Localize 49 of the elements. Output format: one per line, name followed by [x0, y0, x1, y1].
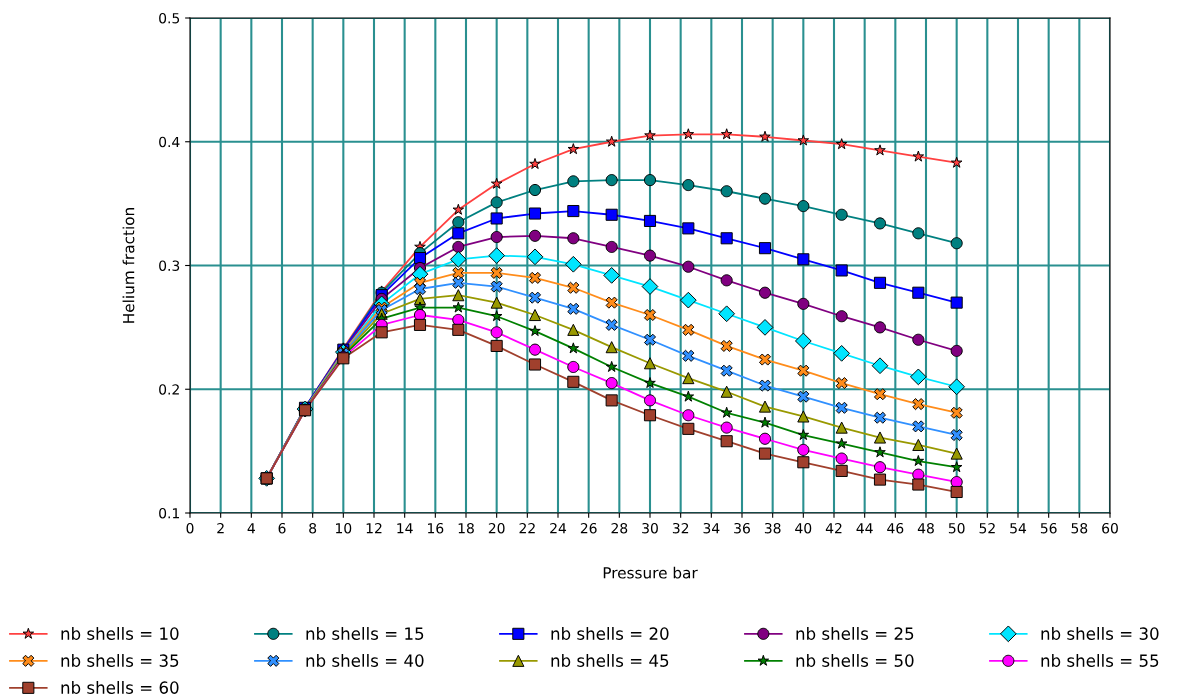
y-axis-title: Helium fraction [122, 208, 135, 323]
legend-label: nb shells = 55 [1041, 654, 1159, 667]
x-tick-label: 2 [217, 522, 224, 534]
x-tick-label: 12 [366, 522, 382, 534]
legend-label: nb shells = 25 [796, 627, 914, 640]
x-tick-label: 40 [795, 522, 812, 534]
legend-label: nb shells = 60 [61, 681, 179, 694]
x-tick-label: 54 [1010, 523, 1027, 534]
x-tick-label: 10 [336, 522, 352, 534]
x-tick-label: 32 [672, 522, 689, 534]
x-tick-label: 28 [611, 522, 628, 534]
x-tick-label: 34 [703, 522, 720, 534]
x-tick-label: 0 [186, 522, 194, 534]
y-tick-label: 0.1 [159, 507, 179, 519]
legend-label: nb shells = 50 [796, 654, 914, 667]
x-tick-label: 48 [917, 522, 934, 534]
x-tick-label: 44 [856, 523, 873, 534]
x-tick-label: 52 [979, 522, 995, 534]
x-tick-label: 46 [887, 522, 904, 534]
x-tick-label: 8 [309, 522, 317, 534]
x-tick-label: 24 [550, 522, 567, 534]
y-tick-label: 0.5 [159, 12, 180, 24]
x-tick-label: 50 [948, 522, 965, 534]
x-tick-label: 30 [642, 522, 658, 534]
x-tick-label: 60 [1102, 522, 1118, 534]
x-tick-label: 22 [519, 522, 535, 534]
x-tick-label: 6 [278, 522, 286, 534]
x-tick-label: 42 [825, 522, 842, 534]
legend-label: nb shells = 45 [551, 654, 669, 667]
legend-label: nb shells = 10 [61, 627, 179, 640]
x-tick-label: 14 [397, 523, 413, 534]
x-tick-label: 38 [764, 522, 781, 534]
x-axis-title: Pressure bar [603, 566, 698, 579]
y-tick-label: 0.4 [159, 136, 180, 148]
y-tick-label: 0.2 [159, 384, 179, 395]
x-tick-label: 16 [428, 522, 444, 534]
x-tick-label: 18 [458, 522, 474, 534]
legend-label: nb shells = 30 [1041, 627, 1159, 640]
legend-label: nb shells = 20 [551, 627, 669, 640]
legend-label: nb shells = 35 [61, 654, 179, 667]
x-tick-label: 4 [247, 523, 255, 534]
y-tick-label: 0.3 [159, 260, 180, 271]
x-tick-label: 26 [580, 522, 597, 534]
x-tick-label: 56 [1040, 522, 1057, 534]
legend-label: nb shells = 40 [306, 654, 424, 667]
x-tick-label: 20 [488, 522, 505, 534]
x-tick-label: 36 [734, 522, 750, 534]
x-tick-label: 58 [1071, 522, 1088, 534]
legend-label: nb shells = 15 [306, 627, 424, 640]
